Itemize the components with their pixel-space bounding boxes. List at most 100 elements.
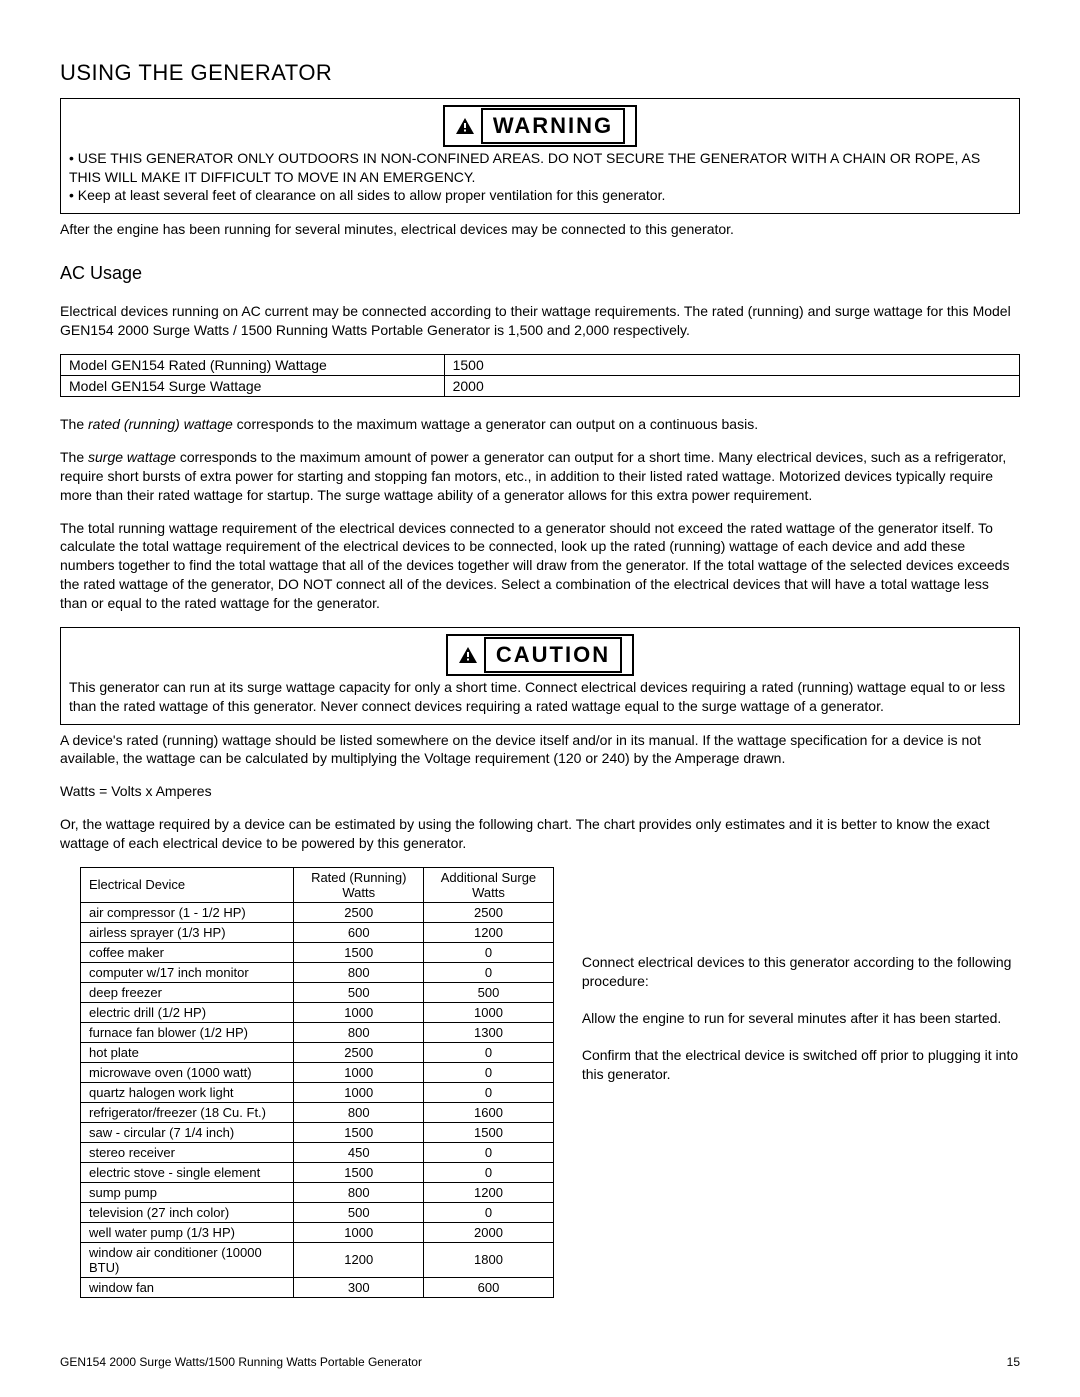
warning-label-text: WARNING: [481, 108, 625, 144]
device-surge: 500: [424, 982, 554, 1002]
ac-usage-heading: AC Usage: [60, 263, 1020, 284]
device-surge: 1300: [424, 1022, 554, 1042]
device-surge: 0: [424, 1042, 554, 1062]
device-surge: 600: [424, 1277, 554, 1297]
device-name: electric drill (1/2 HP): [81, 1002, 294, 1022]
device-name: well water pump (1/3 HP): [81, 1222, 294, 1242]
text-fragment: The: [60, 449, 88, 465]
footer-right: 15: [1007, 1355, 1020, 1369]
after-warning-text: After the engine has been running for se…: [60, 220, 1020, 239]
table-row: electric drill (1/2 HP)10001000: [81, 1002, 554, 1022]
document-page: USING THE GENERATOR WARNING • USE THIS G…: [0, 0, 1080, 1397]
table-row: airless sprayer (1/3 HP)6001200: [81, 922, 554, 942]
device-name: furnace fan blower (1/2 HP): [81, 1022, 294, 1042]
wattage-table: Model GEN154 Rated (Running) Wattage 150…: [60, 354, 1020, 397]
rated-wattage-para: The rated (running) wattage corresponds …: [60, 415, 1020, 434]
device-rated: 2500: [294, 902, 424, 922]
device-surge: 0: [424, 962, 554, 982]
device-rated: 800: [294, 1022, 424, 1042]
table-row: window fan300600: [81, 1277, 554, 1297]
caution-text: This generator can run at its surge watt…: [69, 678, 1011, 716]
table-row: stereo receiver4500: [81, 1142, 554, 1162]
table-row: window air conditioner (10000 BTU)120018…: [81, 1242, 554, 1277]
device-surge: 1800: [424, 1242, 554, 1277]
table-row: refrigerator/freezer (18 Cu. Ft.)8001600: [81, 1102, 554, 1122]
device-name: electric stove - single element: [81, 1162, 294, 1182]
device-rated: 1000: [294, 1082, 424, 1102]
warning-box: WARNING • USE THIS GENERATOR ONLY OUTDOO…: [60, 98, 1020, 214]
table-and-notes: Electrical Device Rated (Running) Watts …: [60, 867, 1020, 1298]
italic-term: surge wattage: [88, 449, 176, 465]
table-row: quartz halogen work light10000: [81, 1082, 554, 1102]
device-surge: 0: [424, 1082, 554, 1102]
device-rated: 450: [294, 1142, 424, 1162]
table-row: deep freezer500500: [81, 982, 554, 1002]
device-surge: 2000: [424, 1222, 554, 1242]
device-rated: 1000: [294, 1062, 424, 1082]
table-row: hot plate25000: [81, 1042, 554, 1062]
device-rated: 2500: [294, 1042, 424, 1062]
table-row: saw - circular (7 1/4 inch)15001500: [81, 1122, 554, 1142]
warning-line-2: • Keep at least several feet of clearanc…: [69, 186, 1011, 205]
table-row: computer w/17 inch monitor8000: [81, 962, 554, 982]
device-rated: 1200: [294, 1242, 424, 1277]
device-name: quartz halogen work light: [81, 1082, 294, 1102]
device-surge: 0: [424, 1202, 554, 1222]
warning-line-1: • USE THIS GENERATOR ONLY OUTDOORS IN NO…: [69, 149, 1011, 187]
device-rated: 800: [294, 962, 424, 982]
table-row: furnace fan blower (1/2 HP)8001300: [81, 1022, 554, 1042]
device-surge: 1000: [424, 1002, 554, 1022]
italic-term: rated (running) wattage: [88, 416, 233, 432]
device-name: airless sprayer (1/3 HP): [81, 922, 294, 942]
table-row: television (27 inch color)5000: [81, 1202, 554, 1222]
table-row: air compressor (1 - 1/2 HP)25002500: [81, 902, 554, 922]
warning-label: WARNING: [69, 105, 1011, 147]
device-name: window fan: [81, 1277, 294, 1297]
wattage-value: 2000: [444, 376, 1019, 397]
caution-triangle-icon: [458, 646, 478, 664]
page-title: USING THE GENERATOR: [60, 60, 1020, 86]
col-rated: Rated (Running) Watts: [294, 867, 424, 902]
table-row: microwave oven (1000 watt)10000: [81, 1062, 554, 1082]
caution-label: CAUTION: [69, 634, 1011, 676]
table-header-row: Electrical Device Rated (Running) Watts …: [81, 867, 554, 902]
device-surge: 1500: [424, 1122, 554, 1142]
device-name: window air conditioner (10000 BTU): [81, 1242, 294, 1277]
device-name: hot plate: [81, 1042, 294, 1062]
page-footer: GEN154 2000 Surge Watts/1500 Running Wat…: [60, 1355, 1020, 1369]
device-rated: 1500: [294, 1122, 424, 1142]
device-rated-para: A device's rated (running) wattage shoul…: [60, 731, 1020, 769]
caution-label-text: CAUTION: [484, 637, 622, 673]
device-name: stereo receiver: [81, 1142, 294, 1162]
device-name: deep freezer: [81, 982, 294, 1002]
device-rated: 500: [294, 1202, 424, 1222]
wattage-label: Model GEN154 Surge Wattage: [61, 376, 445, 397]
col-surge: Additional Surge Watts: [424, 867, 554, 902]
table-row: Model GEN154 Surge Wattage 2000: [61, 376, 1020, 397]
warning-triangle-icon: [455, 117, 475, 135]
device-name: microwave oven (1000 watt): [81, 1062, 294, 1082]
device-surge: 2500: [424, 902, 554, 922]
device-rated: 1500: [294, 1162, 424, 1182]
table-row: sump pump8001200: [81, 1182, 554, 1202]
text-fragment: The: [60, 416, 88, 432]
device-name: refrigerator/freezer (18 Cu. Ft.): [81, 1102, 294, 1122]
surge-wattage-para: The surge wattage corresponds to the max…: [60, 448, 1020, 505]
side-note: Allow the engine to run for several minu…: [582, 1009, 1020, 1028]
device-name: coffee maker: [81, 942, 294, 962]
device-surge: 1200: [424, 922, 554, 942]
device-rated: 1000: [294, 1222, 424, 1242]
side-notes: Connect electrical devices to this gener…: [582, 867, 1020, 1101]
device-rated: 300: [294, 1277, 424, 1297]
side-note: Confirm that the electrical device is sw…: [582, 1046, 1020, 1084]
device-surge: 1600: [424, 1102, 554, 1122]
device-surge: 0: [424, 1062, 554, 1082]
device-name: saw - circular (7 1/4 inch): [81, 1122, 294, 1142]
device-rated: 600: [294, 922, 424, 942]
side-note: Connect electrical devices to this gener…: [582, 953, 1020, 991]
chart-intro-text: Or, the wattage required by a device can…: [60, 815, 1020, 853]
device-name: sump pump: [81, 1182, 294, 1202]
text-fragment: corresponds to the maximum amount of pow…: [60, 449, 1006, 503]
device-rated: 500: [294, 982, 424, 1002]
device-rated: 1000: [294, 1002, 424, 1022]
